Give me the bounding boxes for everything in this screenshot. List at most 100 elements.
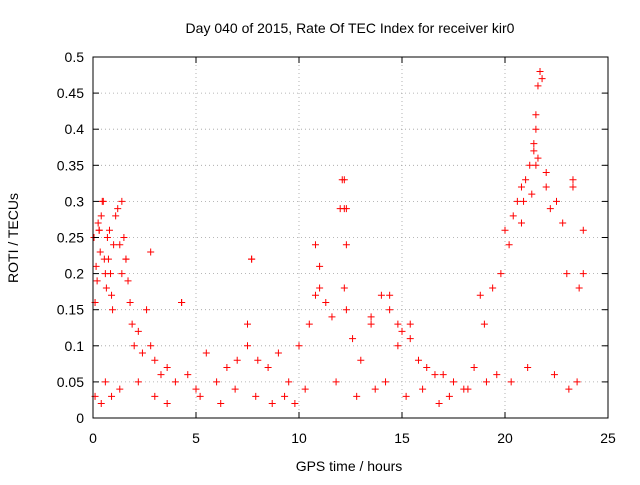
data-point (244, 342, 251, 350)
data-point (196, 392, 204, 400)
data-point (532, 111, 540, 119)
data-point (340, 176, 348, 184)
data-point (268, 400, 276, 408)
data-point (342, 306, 350, 314)
data-point (118, 270, 126, 278)
data-point (97, 400, 105, 408)
data-point (367, 320, 375, 328)
data-point (528, 190, 536, 198)
data-point (550, 371, 558, 379)
data-point (118, 197, 126, 205)
data-point (295, 342, 303, 350)
data-point (493, 371, 501, 379)
data-point (406, 320, 414, 328)
data-point (406, 335, 414, 343)
data-point (202, 349, 210, 357)
data-point (386, 291, 394, 299)
data-point (248, 255, 256, 263)
data-point (573, 378, 581, 386)
data-point (285, 378, 293, 386)
data-point (147, 248, 155, 256)
data-point (398, 327, 406, 335)
data-point (291, 400, 299, 408)
data-point (151, 392, 159, 400)
data-point (244, 320, 251, 328)
data-point (163, 400, 171, 408)
data-point (316, 284, 324, 292)
data-point (524, 363, 532, 371)
data-point (130, 342, 138, 350)
data-point (103, 234, 111, 241)
plot-frame (92, 56, 609, 419)
data-point (470, 363, 478, 371)
data-point (223, 363, 231, 371)
x-tick-label: 15 (394, 430, 410, 446)
y-tick-label: 0.5 (65, 49, 85, 65)
data-point (116, 241, 124, 249)
data-point (497, 270, 505, 278)
data-point (311, 241, 319, 249)
data-point (439, 371, 447, 379)
data-point (517, 183, 525, 191)
data-point (252, 392, 260, 400)
data-point (94, 219, 102, 227)
data-point (143, 306, 151, 314)
data-point (107, 270, 115, 278)
data-point (563, 270, 571, 278)
data-point (96, 248, 104, 256)
data-point (579, 226, 587, 234)
data-point (530, 147, 538, 155)
data-point (367, 313, 375, 321)
y-axis-label: ROTI / TECUs (5, 193, 21, 283)
data-point (530, 140, 538, 148)
data-point (147, 342, 155, 350)
data-point (342, 205, 350, 213)
data-point (382, 378, 390, 386)
data-points (90, 67, 587, 408)
data-point (353, 392, 361, 400)
data-point (233, 356, 241, 364)
data-point (431, 371, 439, 379)
data-point (480, 320, 488, 328)
data-point (126, 298, 134, 306)
data-point (464, 385, 472, 393)
data-point (377, 291, 385, 299)
data-point (120, 234, 128, 241)
data-point (213, 378, 221, 386)
grid (93, 57, 608, 418)
data-point (102, 284, 110, 292)
data-point (328, 313, 336, 321)
data-point (526, 161, 534, 169)
data-point (476, 291, 484, 299)
data-point (301, 385, 309, 393)
data-point (97, 212, 105, 220)
y-tick-label: 0 (76, 410, 84, 426)
y-tick-label: 0.05 (57, 374, 84, 390)
data-point (445, 392, 453, 400)
data-point (542, 169, 550, 177)
data-point (112, 212, 120, 220)
y-tick-label: 0.45 (57, 85, 84, 101)
data-point (99, 197, 107, 205)
data-point (184, 371, 192, 379)
data-point (93, 277, 101, 285)
data-point (402, 392, 410, 400)
data-point (532, 161, 540, 169)
data-point (128, 320, 136, 328)
data-point (501, 226, 509, 234)
data-point (579, 270, 587, 278)
data-point (108, 291, 116, 299)
data-point (522, 176, 530, 184)
data-point (489, 284, 497, 292)
data-point (450, 378, 457, 386)
data-point (394, 342, 402, 350)
data-point (342, 241, 350, 249)
data-point (274, 349, 282, 357)
data-point (534, 154, 542, 162)
data-point (371, 385, 379, 393)
data-point (546, 205, 554, 213)
data-point (171, 378, 179, 386)
data-point (124, 277, 132, 285)
